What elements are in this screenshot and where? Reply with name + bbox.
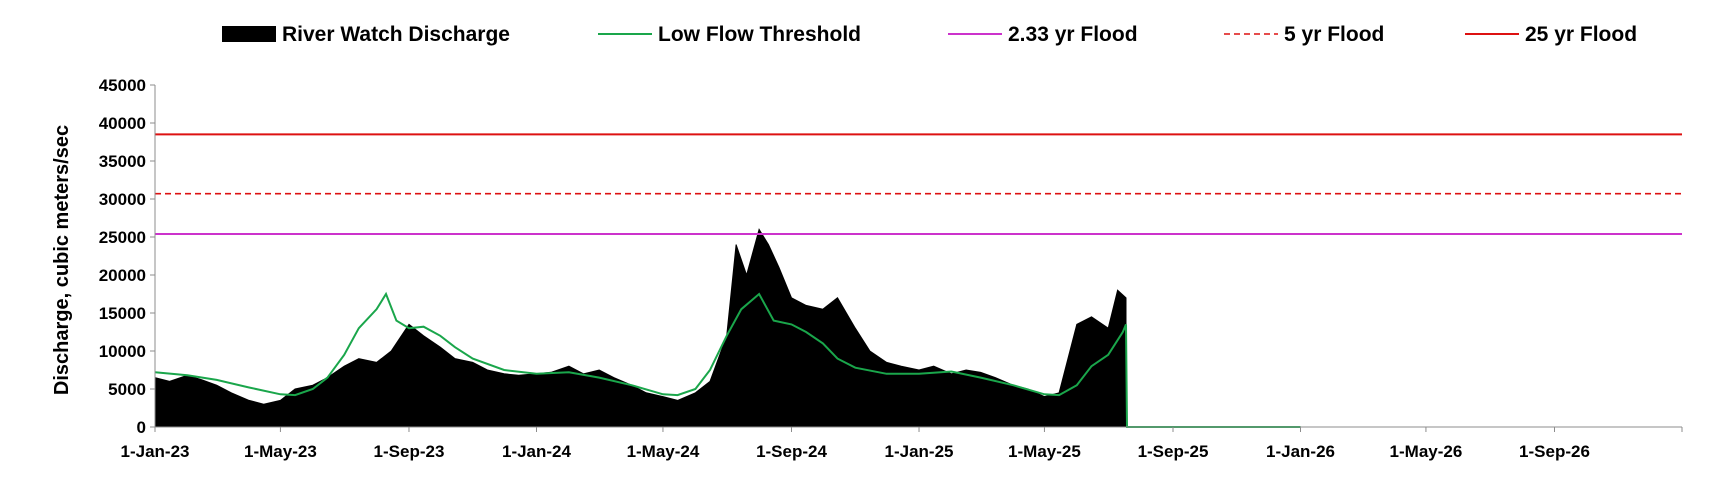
y-axis-label-group: Discharge, cubic meters/sec xyxy=(51,125,73,395)
y-tick-label: 30000 xyxy=(99,190,146,209)
legend-swatch-river-watch-discharge xyxy=(222,26,276,42)
y-axis-label: Discharge, cubic meters/sec xyxy=(51,125,73,395)
legend-label-low-flow-threshold: Low Flow Threshold xyxy=(658,23,861,46)
x-tick-label: 1-Jan-26 xyxy=(1266,442,1335,461)
legend-label-5-yr-flood: 5 yr Flood xyxy=(1284,23,1384,46)
series-line-low-flow-threshold xyxy=(154,291,1301,428)
x-tick-label: 1-May-24 xyxy=(627,442,700,461)
x-tick-label: 1-Jan-24 xyxy=(502,442,572,461)
y-tick-label: 35000 xyxy=(99,152,146,171)
plot-area xyxy=(154,133,1682,428)
x-tick-label: 1-May-23 xyxy=(244,442,317,461)
legend-label-river-watch-discharge: River Watch Discharge xyxy=(282,23,510,46)
legend-label-25-yr-flood: 25 yr Flood xyxy=(1525,23,1637,46)
y-tick-label: 25000 xyxy=(99,228,146,247)
y-tick-label: 40000 xyxy=(99,114,146,133)
x-tick-label: 1-May-25 xyxy=(1008,442,1081,461)
x-tick-label: 1-Jan-23 xyxy=(121,442,190,461)
y-tick-label: 20000 xyxy=(99,266,146,285)
x-tick-label: 1-Jan-25 xyxy=(885,442,954,461)
y-tick-label: 0 xyxy=(137,418,146,437)
x-tick-label: 1-Sep-24 xyxy=(756,442,827,461)
x-tick-label: 1-Sep-25 xyxy=(1138,442,1209,461)
legend-label-2-33-yr-flood: 2.33 yr Flood xyxy=(1008,23,1138,46)
axes: 0 5000 10000 15000 20000 25000 30000 35000 40000… xyxy=(99,76,1683,461)
y-tick-label: 45000 xyxy=(99,76,146,95)
legend: River Watch Discharge Low Flow Threshold 2… xyxy=(222,23,1637,46)
x-tick-label: 1-Sep-23 xyxy=(374,442,445,461)
x-tick-label: 1-May-26 xyxy=(1390,442,1463,461)
series-area-river-watch-discharge xyxy=(154,228,1127,428)
y-tick-label: 10000 xyxy=(99,342,146,361)
y-tick-label: 5000 xyxy=(108,380,146,399)
x-tick-label: 1-Sep-26 xyxy=(1519,442,1590,461)
y-tick-label: 15000 xyxy=(99,304,146,323)
